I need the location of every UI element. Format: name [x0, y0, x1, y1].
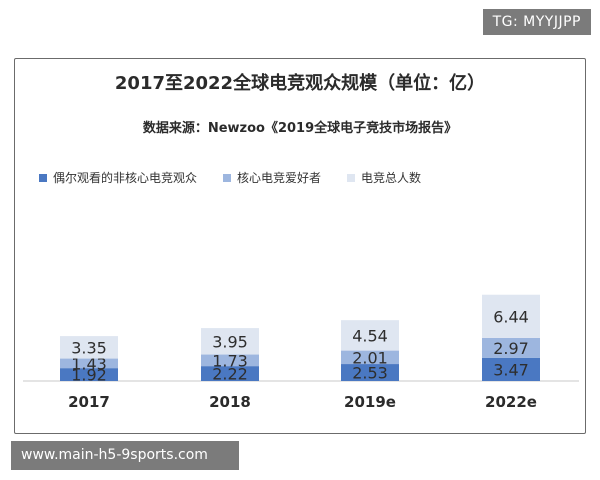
chart-frame: 2017至2022全球电竞观众规模（单位：亿） 数据来源：Newzoo《2019…: [14, 58, 586, 434]
legend-item-casual-viewers: 偶尔观看的非核心电竞观众: [39, 169, 197, 186]
top-watermark-badge: TG: MYYJJPP: [482, 9, 591, 35]
x-tick-label-2018: 2018: [209, 393, 251, 411]
data-label-2022e-series-0: 3.47: [493, 360, 529, 379]
legend-swatch-total-audience: [347, 173, 356, 182]
bar-2022e-series-1: [482, 337, 540, 358]
legend-swatch-core-enthusiasts: [223, 173, 232, 182]
data-label-2022e-series-2: 6.44: [493, 307, 529, 326]
data-label-2017-series-1: 1.43: [71, 354, 107, 373]
bar-2019e-series-2: [341, 320, 399, 351]
legend-label-core-enthusiasts: 核心电竞爱好者: [237, 171, 322, 185]
bar-2017-series-2: [60, 336, 118, 359]
legend-item-core-enthusiasts: 核心电竞爱好者: [223, 169, 321, 186]
bar-2018-series-2: [201, 328, 259, 355]
bar-2018-series-1: [201, 354, 259, 367]
legend-item-total-audience: 电竞总人数: [347, 169, 421, 186]
chart-legend: 偶尔观看的非核心电竞观众 核心电竞爱好者 电竞总人数: [39, 169, 421, 186]
bar-2022e-series-2: [482, 294, 540, 338]
x-tick-label-2022e: 2022e: [485, 393, 537, 411]
bar-2019e-series-0: [341, 364, 399, 381]
bottom-watermark-badge: www.main-h5-9sports.com: [11, 441, 239, 470]
legend-label-total-audience: 电竞总人数: [361, 171, 422, 185]
chart-subtitle: 数据来源：Newzoo《2019全球电子竞技市场报告》: [142, 121, 458, 136]
bar-2022e-series-0: [482, 357, 540, 381]
bar-2017-series-0: [60, 368, 118, 381]
data-label-2018-series-1: 1.73: [212, 351, 248, 370]
legend-swatch-casual-viewers: [39, 173, 47, 182]
data-label-2019e-series-2: 4.54: [352, 326, 388, 345]
chart-plot-area: 1.921.433.35 2017 2.221.733.95 2018 2.532.01…: [23, 294, 579, 411]
data-label-2017-series-2: 3.35: [71, 338, 107, 357]
data-label-2018-series-2: 3.95: [212, 332, 248, 351]
x-tick-label-2019e: 2019e: [344, 393, 396, 411]
legend-label-casual-viewers: 偶尔观看的非核心电竞观众: [53, 171, 198, 185]
bar-2019e-series-1: [341, 350, 399, 365]
data-label-2019e-series-0: 2.53: [352, 364, 388, 383]
data-label-2018-series-0: 2.22: [212, 365, 248, 384]
data-label-2019e-series-1: 2.01: [352, 348, 388, 367]
bar-2018-series-0: [201, 366, 259, 381]
data-label-2017-series-0: 1.92: [71, 366, 107, 385]
chart-title: 2017至2022全球电竞观众规模（单位：亿）: [114, 73, 486, 94]
x-tick-label-2017: 2017: [68, 393, 110, 411]
bar-2017-series-1: [60, 358, 118, 369]
data-label-2022e-series-1: 2.97: [493, 339, 529, 358]
